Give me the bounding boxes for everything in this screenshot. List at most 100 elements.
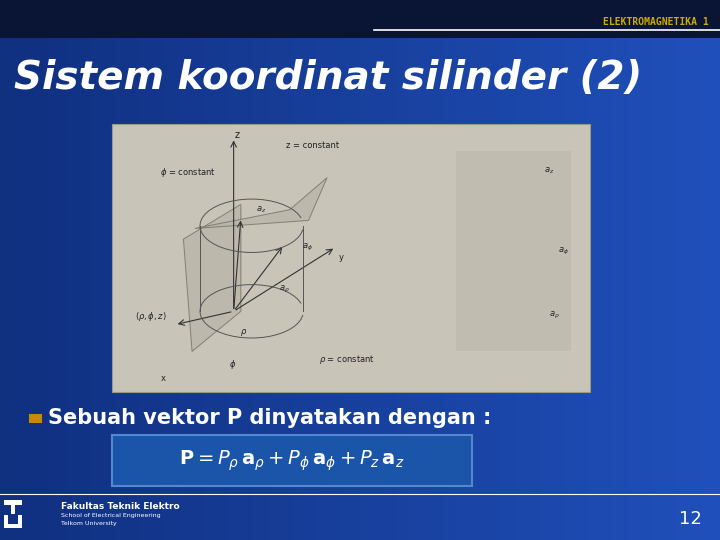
Bar [282,0,288,540]
Bar [474,0,480,540]
Bar [714,0,720,540]
Bar [390,0,396,540]
Text: Telkom University: Telkom University [61,521,117,526]
Bar [42,0,48,540]
Bar [414,0,420,540]
Text: $\mathbf{P} = P_\rho\,\mathbf{a}_\rho + P_\phi\,\mathbf{a}_\phi + P_z\,\mathbf{a: $\mathbf{P} = P_\rho\,\mathbf{a}_\rho + … [179,448,405,472]
Bar [678,0,684,540]
Bar [0,0,6,540]
Bar [594,0,600,540]
Bar [504,0,510,540]
Bar [228,0,234,540]
Bar [564,0,570,540]
Bar [384,0,390,540]
Bar [312,0,318,540]
Bar [216,0,222,540]
Bar [90,0,96,540]
Bar [498,0,504,540]
Bar [432,0,438,540]
Bar [306,0,312,540]
Bar [78,0,84,540]
Bar [126,0,132,540]
Polygon shape [194,178,327,228]
Bar [156,0,162,540]
Bar [690,0,696,540]
Bar [654,0,660,540]
Bar [270,0,276,540]
Bar [648,0,654,540]
Bar [132,0,138,540]
Text: z: z [235,130,240,140]
Bar [612,0,618,540]
Bar [486,0,492,540]
Text: School of Electrical Engineering: School of Electrical Engineering [61,513,161,518]
Bar [684,0,690,540]
Bar [600,0,606,540]
Bar [582,0,588,540]
Bar [336,0,342,540]
Bar [426,0,432,540]
Bar [108,0,114,540]
Text: ELEKTROMAGNETIKA 1: ELEKTROMAGNETIKA 1 [603,17,709,26]
Bar [342,0,348,540]
Bar [114,0,120,540]
Bar [120,0,126,540]
Bar [54,0,60,540]
Bar [168,0,174,540]
Bar [534,0,540,540]
Bar [528,0,534,540]
Bar [174,0,180,540]
Text: 12: 12 [679,510,702,529]
Bar [84,0,90,540]
Bar [360,0,366,540]
Bar [4,515,8,525]
Bar [456,0,462,540]
Bar [588,0,594,540]
Bar [198,0,204,540]
Bar [246,0,252,540]
Bar [72,0,78,540]
Bar [348,0,354,540]
Bar [276,0,282,540]
Polygon shape [184,204,240,352]
Bar [522,0,528,540]
Bar [36,0,42,540]
Bar [420,0,426,540]
Bar [12,0,18,540]
Text: $a_z$: $a_z$ [256,205,266,215]
Bar [630,0,636,540]
Bar [510,0,516,540]
Bar [618,0,624,540]
Bar [672,0,678,540]
Text: $a_\phi$: $a_\phi$ [302,241,312,253]
Bar [0,0,720,38]
Bar [660,0,666,540]
Text: Sebuah vektor P dinyatakan dengan :: Sebuah vektor P dinyatakan dengan : [48,408,491,429]
Bar [492,0,498,540]
Bar [66,0,72,540]
Bar [186,0,192,540]
Bar [324,0,330,540]
Bar [408,0,414,540]
Text: y: y [339,253,344,262]
Bar [294,0,300,540]
Bar [606,0,612,540]
Bar [558,0,564,540]
Bar [30,0,36,540]
Bar [702,0,708,540]
Bar [24,0,30,540]
Text: x: x [161,374,166,383]
Bar [696,0,702,540]
Bar [252,0,258,540]
Text: $a_\rho$: $a_\rho$ [549,310,559,321]
Bar [330,0,336,540]
Bar [102,0,108,540]
Bar [666,0,672,540]
Bar [234,0,240,540]
Bar [204,0,210,540]
Bar [450,0,456,540]
Bar [60,0,66,540]
Bar [468,0,474,540]
Bar [222,0,228,540]
Text: $a_\phi$: $a_\phi$ [558,246,569,256]
